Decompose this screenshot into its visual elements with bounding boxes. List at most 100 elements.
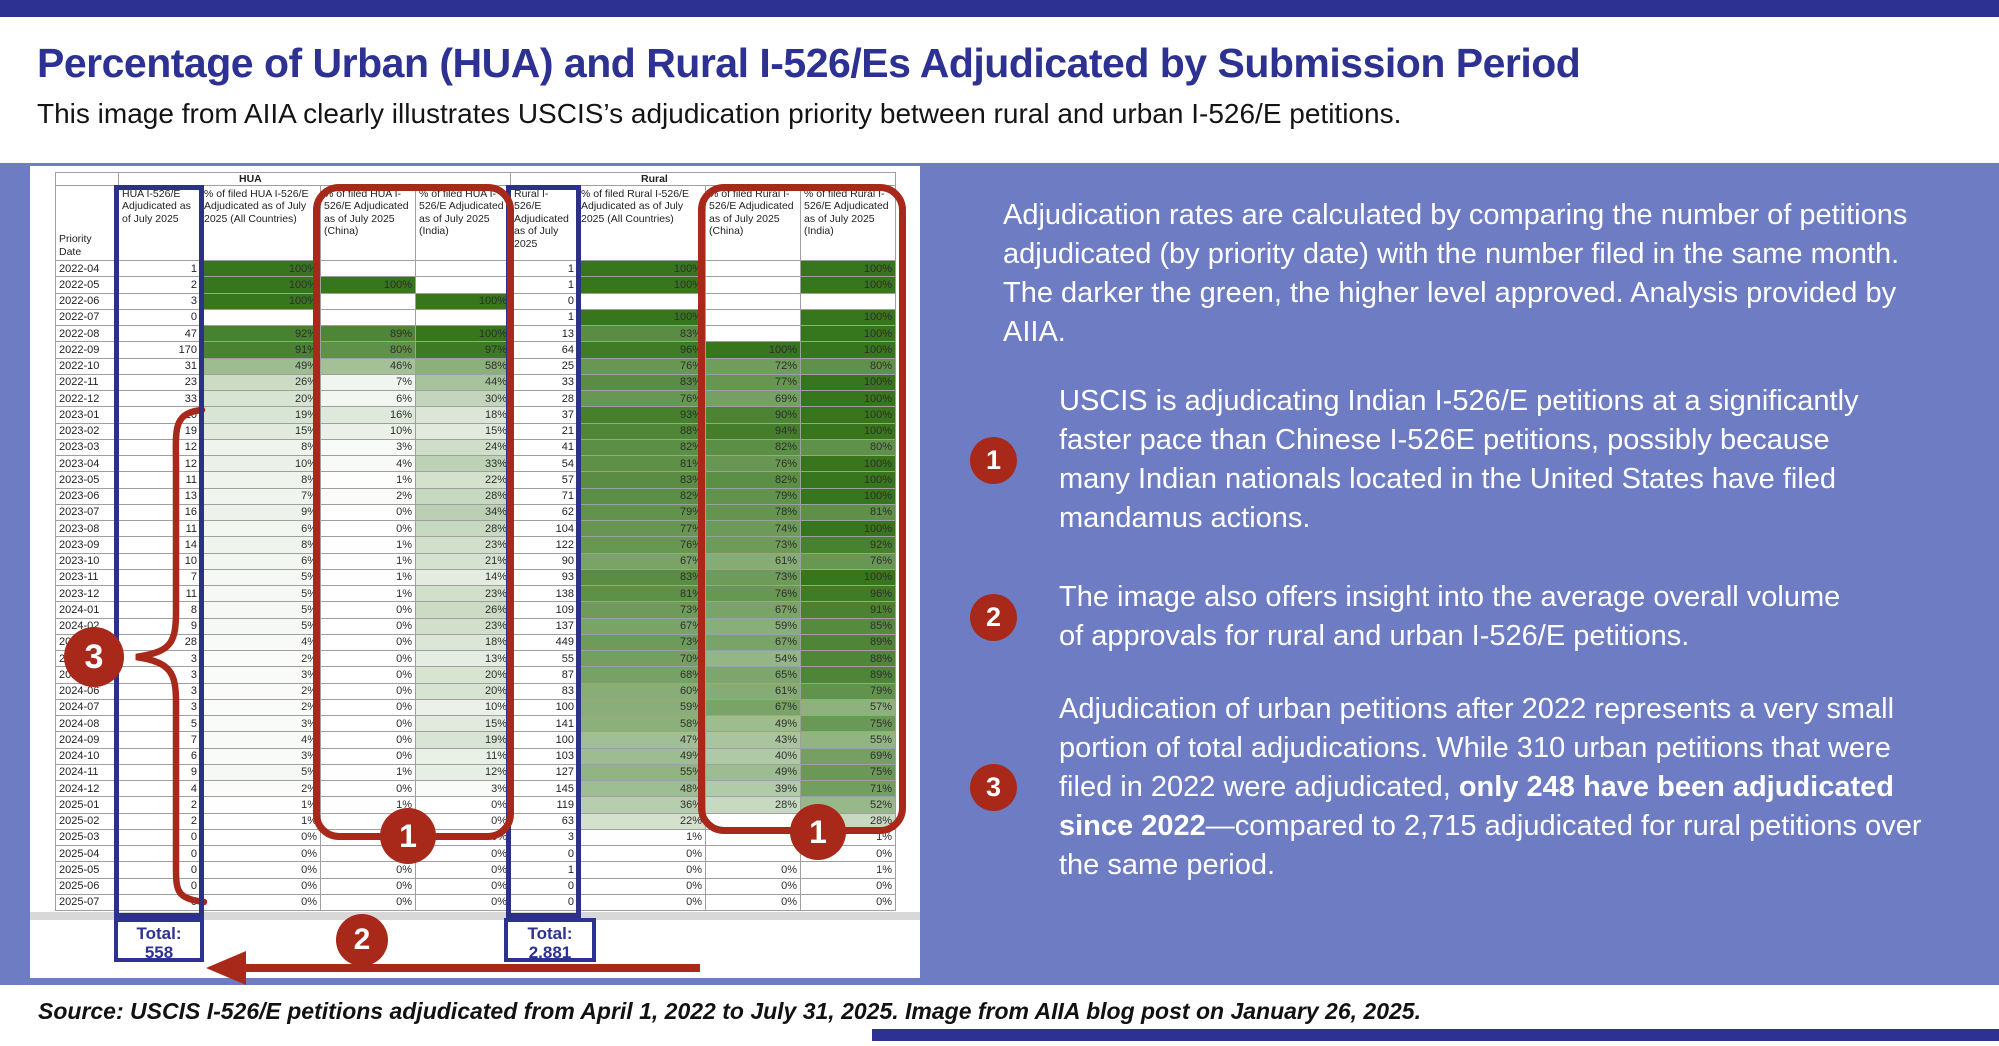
percent-cell: 54% — [705, 649, 801, 668]
table-row: 2025-06 0 0% 0% 0% 0 0% 0% 0% — [55, 877, 897, 895]
percent-cell: 15% — [415, 714, 511, 733]
table-row: 2025-05 0 0% 0% 0% 1 0% 0% 1% — [55, 861, 897, 879]
percent-cell: 19% — [200, 406, 321, 424]
percent-cell: 0% — [415, 796, 511, 814]
percent-cell: 0% — [799, 844, 897, 863]
percent-cell — [705, 828, 801, 847]
priority-date-cell: 2022-09 — [55, 341, 119, 359]
percent-cell: 16% — [320, 406, 416, 424]
count-cell: 145 — [510, 779, 578, 798]
percent-cell: 100% — [799, 259, 897, 278]
percent-cell: 0% — [415, 877, 511, 895]
percent-cell: 15% — [415, 422, 511, 440]
table-row: 2024-10 6 3% 0% 11% 103 49% 40% 69% — [55, 747, 897, 765]
percent-cell: 0% — [320, 893, 416, 912]
percent-cell: 0% — [577, 877, 706, 895]
count-cell: 71 — [510, 487, 578, 505]
count-cell: 2 — [118, 796, 201, 814]
table-row: 2023-01 20 19% 16% 18% 37 93% 90% 100% — [55, 406, 897, 424]
percent-cell: 0% — [320, 519, 416, 538]
percent-cell: 40% — [705, 747, 801, 765]
percent-cell: 0% — [415, 893, 511, 912]
percent-cell: 5% — [200, 584, 321, 603]
percent-cell: 22% — [577, 812, 706, 830]
percent-cell — [320, 828, 416, 847]
rural-total-value: 2,881 — [528, 943, 572, 962]
count-cell: 41 — [510, 438, 578, 457]
col-header-hua-count: HUA I-526/E Adjudicated as of July 2025 — [118, 185, 201, 261]
hua-total-label: Total: — [136, 924, 182, 943]
table-row: 2024-09 7 4% 0% 19% 100 47% 43% 55% — [55, 731, 897, 749]
priority-date-cell: 2024-08 — [55, 714, 119, 733]
count-cell: 87 — [510, 666, 578, 684]
percent-cell: 100% — [200, 259, 321, 278]
count-cell: 7 — [118, 731, 201, 749]
percent-cell: 2% — [320, 487, 416, 505]
count-cell: 93 — [510, 568, 578, 587]
count-cell: 3 — [118, 649, 201, 668]
percent-cell — [705, 324, 801, 343]
priority-date-cell: 2022-06 — [55, 292, 119, 310]
percent-cell — [320, 259, 416, 278]
percent-cell: 100% — [799, 487, 897, 505]
group-header-hua: HUA — [118, 172, 511, 186]
count-cell: 0 — [510, 893, 578, 912]
count-cell: 1 — [510, 861, 578, 879]
percent-cell: 20% — [415, 666, 511, 684]
percent-cell: 26% — [200, 373, 321, 392]
percent-cell: 36% — [577, 796, 706, 814]
percent-cell — [705, 812, 801, 830]
priority-date-cell: 2023-06 — [55, 487, 119, 505]
count-cell: 0 — [510, 292, 578, 310]
priority-date-cell: 2025-06 — [55, 877, 119, 895]
priority-date-cell: 2024-02 — [55, 617, 119, 635]
percent-cell: 5% — [200, 601, 321, 619]
percent-cell: 18% — [415, 633, 511, 652]
table-row: 2022-04 1 100% 1 100% 100% — [55, 259, 897, 278]
percent-cell: 0% — [320, 649, 416, 668]
percent-cell — [320, 844, 416, 863]
percent-cell: 0% — [799, 893, 897, 912]
count-cell: 64 — [510, 341, 578, 359]
percent-cell: 58% — [577, 714, 706, 733]
table-row: 2023-05 11 8% 1% 22% 57 83% 82% 100% — [55, 471, 897, 489]
percent-cell — [577, 292, 706, 310]
percent-cell: 80% — [320, 341, 416, 359]
col-header-rural-india: % of filed Rural I-526/E Adjudicated as … — [799, 185, 897, 261]
count-cell: 37 — [510, 406, 578, 424]
percent-cell: 1% — [320, 471, 416, 489]
table-row: 2023-07 16 9% 0% 34% 62 79% 78% 81% — [55, 503, 897, 522]
percent-cell: 0% — [200, 861, 321, 879]
table-row: 2022-10 31 49% 46% 58% 25 76% 72% 80% — [55, 357, 897, 375]
percent-cell: 83% — [577, 568, 706, 587]
count-cell: 0 — [118, 308, 201, 327]
count-cell: 1 — [510, 308, 578, 327]
count-cell: 28 — [510, 389, 578, 408]
bottom-accent-bar — [872, 1029, 1999, 1041]
percent-cell: 43% — [705, 731, 801, 749]
percent-cell — [799, 292, 897, 310]
percent-cell: 28% — [705, 796, 801, 814]
table-row: 2024-04 3 2% 0% 13% 55 70% 54% 88% — [55, 649, 897, 668]
priority-date-cell: 2023-08 — [55, 519, 119, 538]
percent-cell: 97% — [415, 341, 511, 359]
percent-cell: 80% — [799, 357, 897, 375]
percent-cell: 5% — [200, 568, 321, 587]
percent-cell: 15% — [200, 422, 321, 440]
table-row: 2023-12 11 5% 1% 23% 138 81% 76% 96% — [55, 584, 897, 603]
count-cell: 0 — [510, 877, 578, 895]
percent-cell: 73% — [705, 536, 801, 554]
priority-date-cell: 2024-10 — [55, 747, 119, 765]
priority-date-cell: 2024-05 — [55, 666, 119, 684]
priority-date-cell: 2025-03 — [55, 828, 119, 847]
percent-cell: 13% — [415, 649, 511, 668]
percent-cell: 1% — [320, 763, 416, 782]
percent-cell: 67% — [705, 698, 801, 717]
priority-date-cell: 2023-10 — [55, 552, 119, 570]
percent-cell — [415, 259, 511, 278]
priority-date-cell: 2025-07 — [55, 893, 119, 912]
col-header-hua-china: % of filed HUA I-526/E Adjudicated as of… — [320, 185, 416, 261]
priority-date-cell: 2024-06 — [55, 682, 119, 700]
page-title: Percentage of Urban (HUA) and Rural I-52… — [37, 40, 1581, 86]
percent-cell: 100% — [799, 471, 897, 489]
